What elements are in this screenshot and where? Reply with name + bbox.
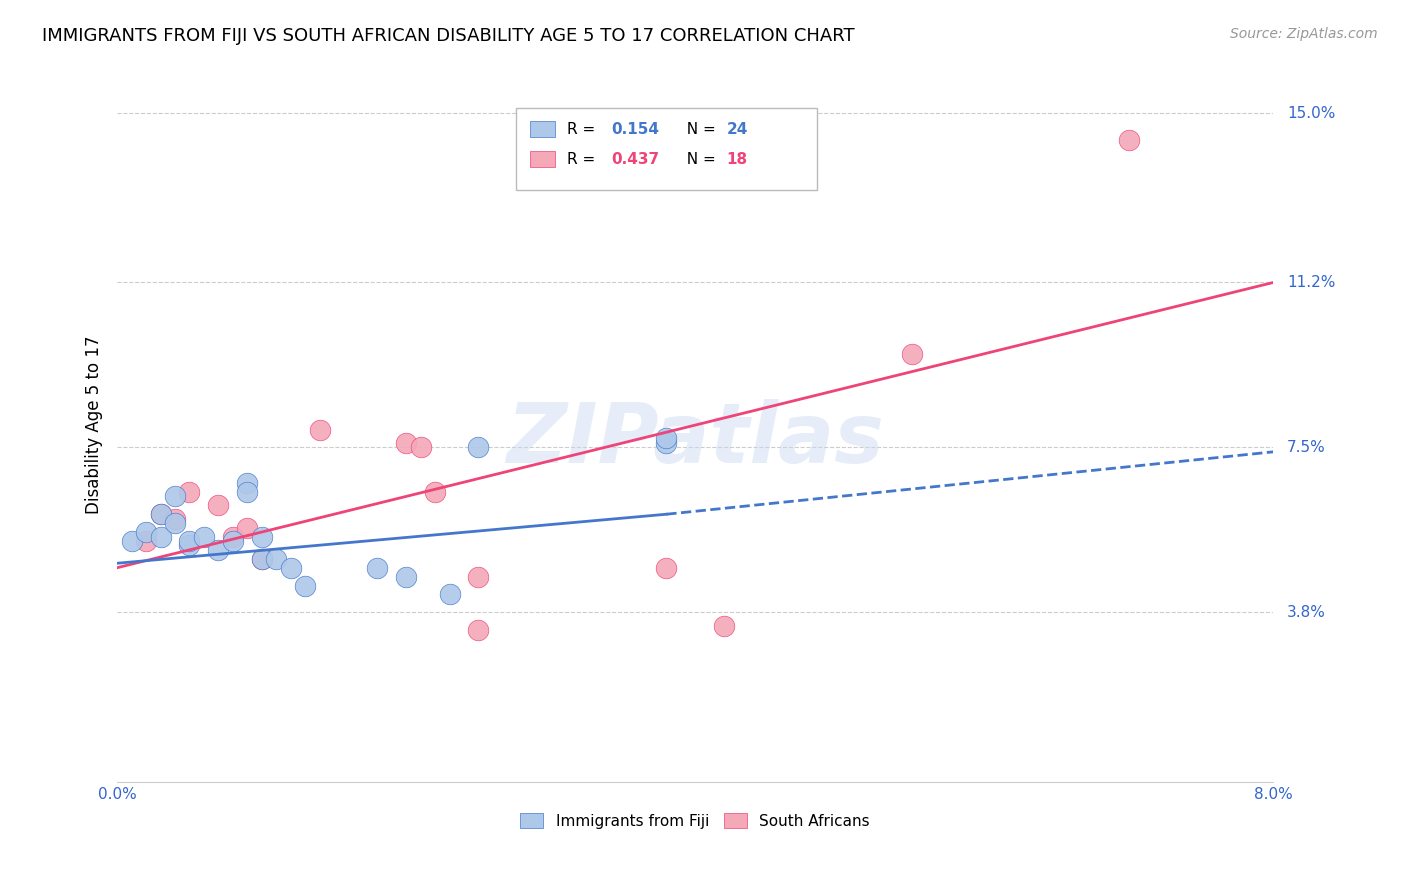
Point [163, 511, 186, 525]
Point [222, 533, 245, 548]
Point [308, 423, 330, 437]
Text: R =: R = [567, 121, 600, 136]
Point [163, 490, 186, 504]
Text: R =: R = [567, 152, 600, 167]
Point [163, 516, 186, 530]
Point [395, 569, 418, 583]
Point [1118, 133, 1140, 147]
Legend: Immigrants from Fiji, South Africans: Immigrants from Fiji, South Africans [515, 806, 876, 835]
Text: 18: 18 [727, 152, 748, 167]
Point [149, 529, 172, 543]
FancyBboxPatch shape [530, 152, 555, 167]
Point [439, 587, 461, 601]
Text: 0.437: 0.437 [610, 152, 659, 167]
Text: N =: N = [676, 152, 720, 167]
Point [655, 560, 678, 574]
Point [395, 436, 418, 450]
Point [121, 533, 143, 548]
Text: 15.0%: 15.0% [1286, 105, 1336, 120]
Y-axis label: Disability Age 5 to 17: Disability Age 5 to 17 [86, 336, 103, 515]
Point [236, 485, 259, 500]
Point [250, 529, 273, 543]
Point [135, 533, 157, 548]
Point [264, 551, 287, 566]
Text: 0.154: 0.154 [610, 121, 659, 136]
Text: 11.2%: 11.2% [1286, 275, 1336, 290]
Point [193, 529, 215, 543]
Point [467, 569, 489, 583]
Point [179, 538, 201, 552]
Text: ZIPatlas: ZIPatlas [506, 399, 884, 480]
Point [207, 542, 229, 557]
Point [280, 560, 302, 574]
Point [423, 485, 446, 500]
FancyBboxPatch shape [516, 108, 817, 190]
Point [409, 441, 432, 455]
Point [236, 476, 259, 491]
Point [294, 578, 316, 592]
Point [236, 520, 259, 534]
Point [250, 551, 273, 566]
Point [149, 507, 172, 521]
Point [135, 524, 157, 539]
Point [149, 507, 172, 521]
Point [467, 441, 489, 455]
Text: Source: ZipAtlas.com: Source: ZipAtlas.com [1230, 27, 1378, 41]
Point [713, 618, 735, 632]
Point [467, 623, 489, 637]
Text: 7.5%: 7.5% [1286, 440, 1326, 455]
Point [901, 347, 924, 361]
Point [250, 551, 273, 566]
Point [655, 432, 678, 446]
Text: N =: N = [676, 121, 720, 136]
Text: 3.8%: 3.8% [1286, 605, 1326, 620]
Point [179, 533, 201, 548]
Text: IMMIGRANTS FROM FIJI VS SOUTH AFRICAN DISABILITY AGE 5 TO 17 CORRELATION CHART: IMMIGRANTS FROM FIJI VS SOUTH AFRICAN DI… [42, 27, 855, 45]
Point [366, 560, 388, 574]
Point [207, 498, 229, 512]
Point [179, 485, 201, 500]
Point [222, 529, 245, 543]
Point [655, 436, 678, 450]
FancyBboxPatch shape [530, 121, 555, 137]
Text: 24: 24 [727, 121, 748, 136]
